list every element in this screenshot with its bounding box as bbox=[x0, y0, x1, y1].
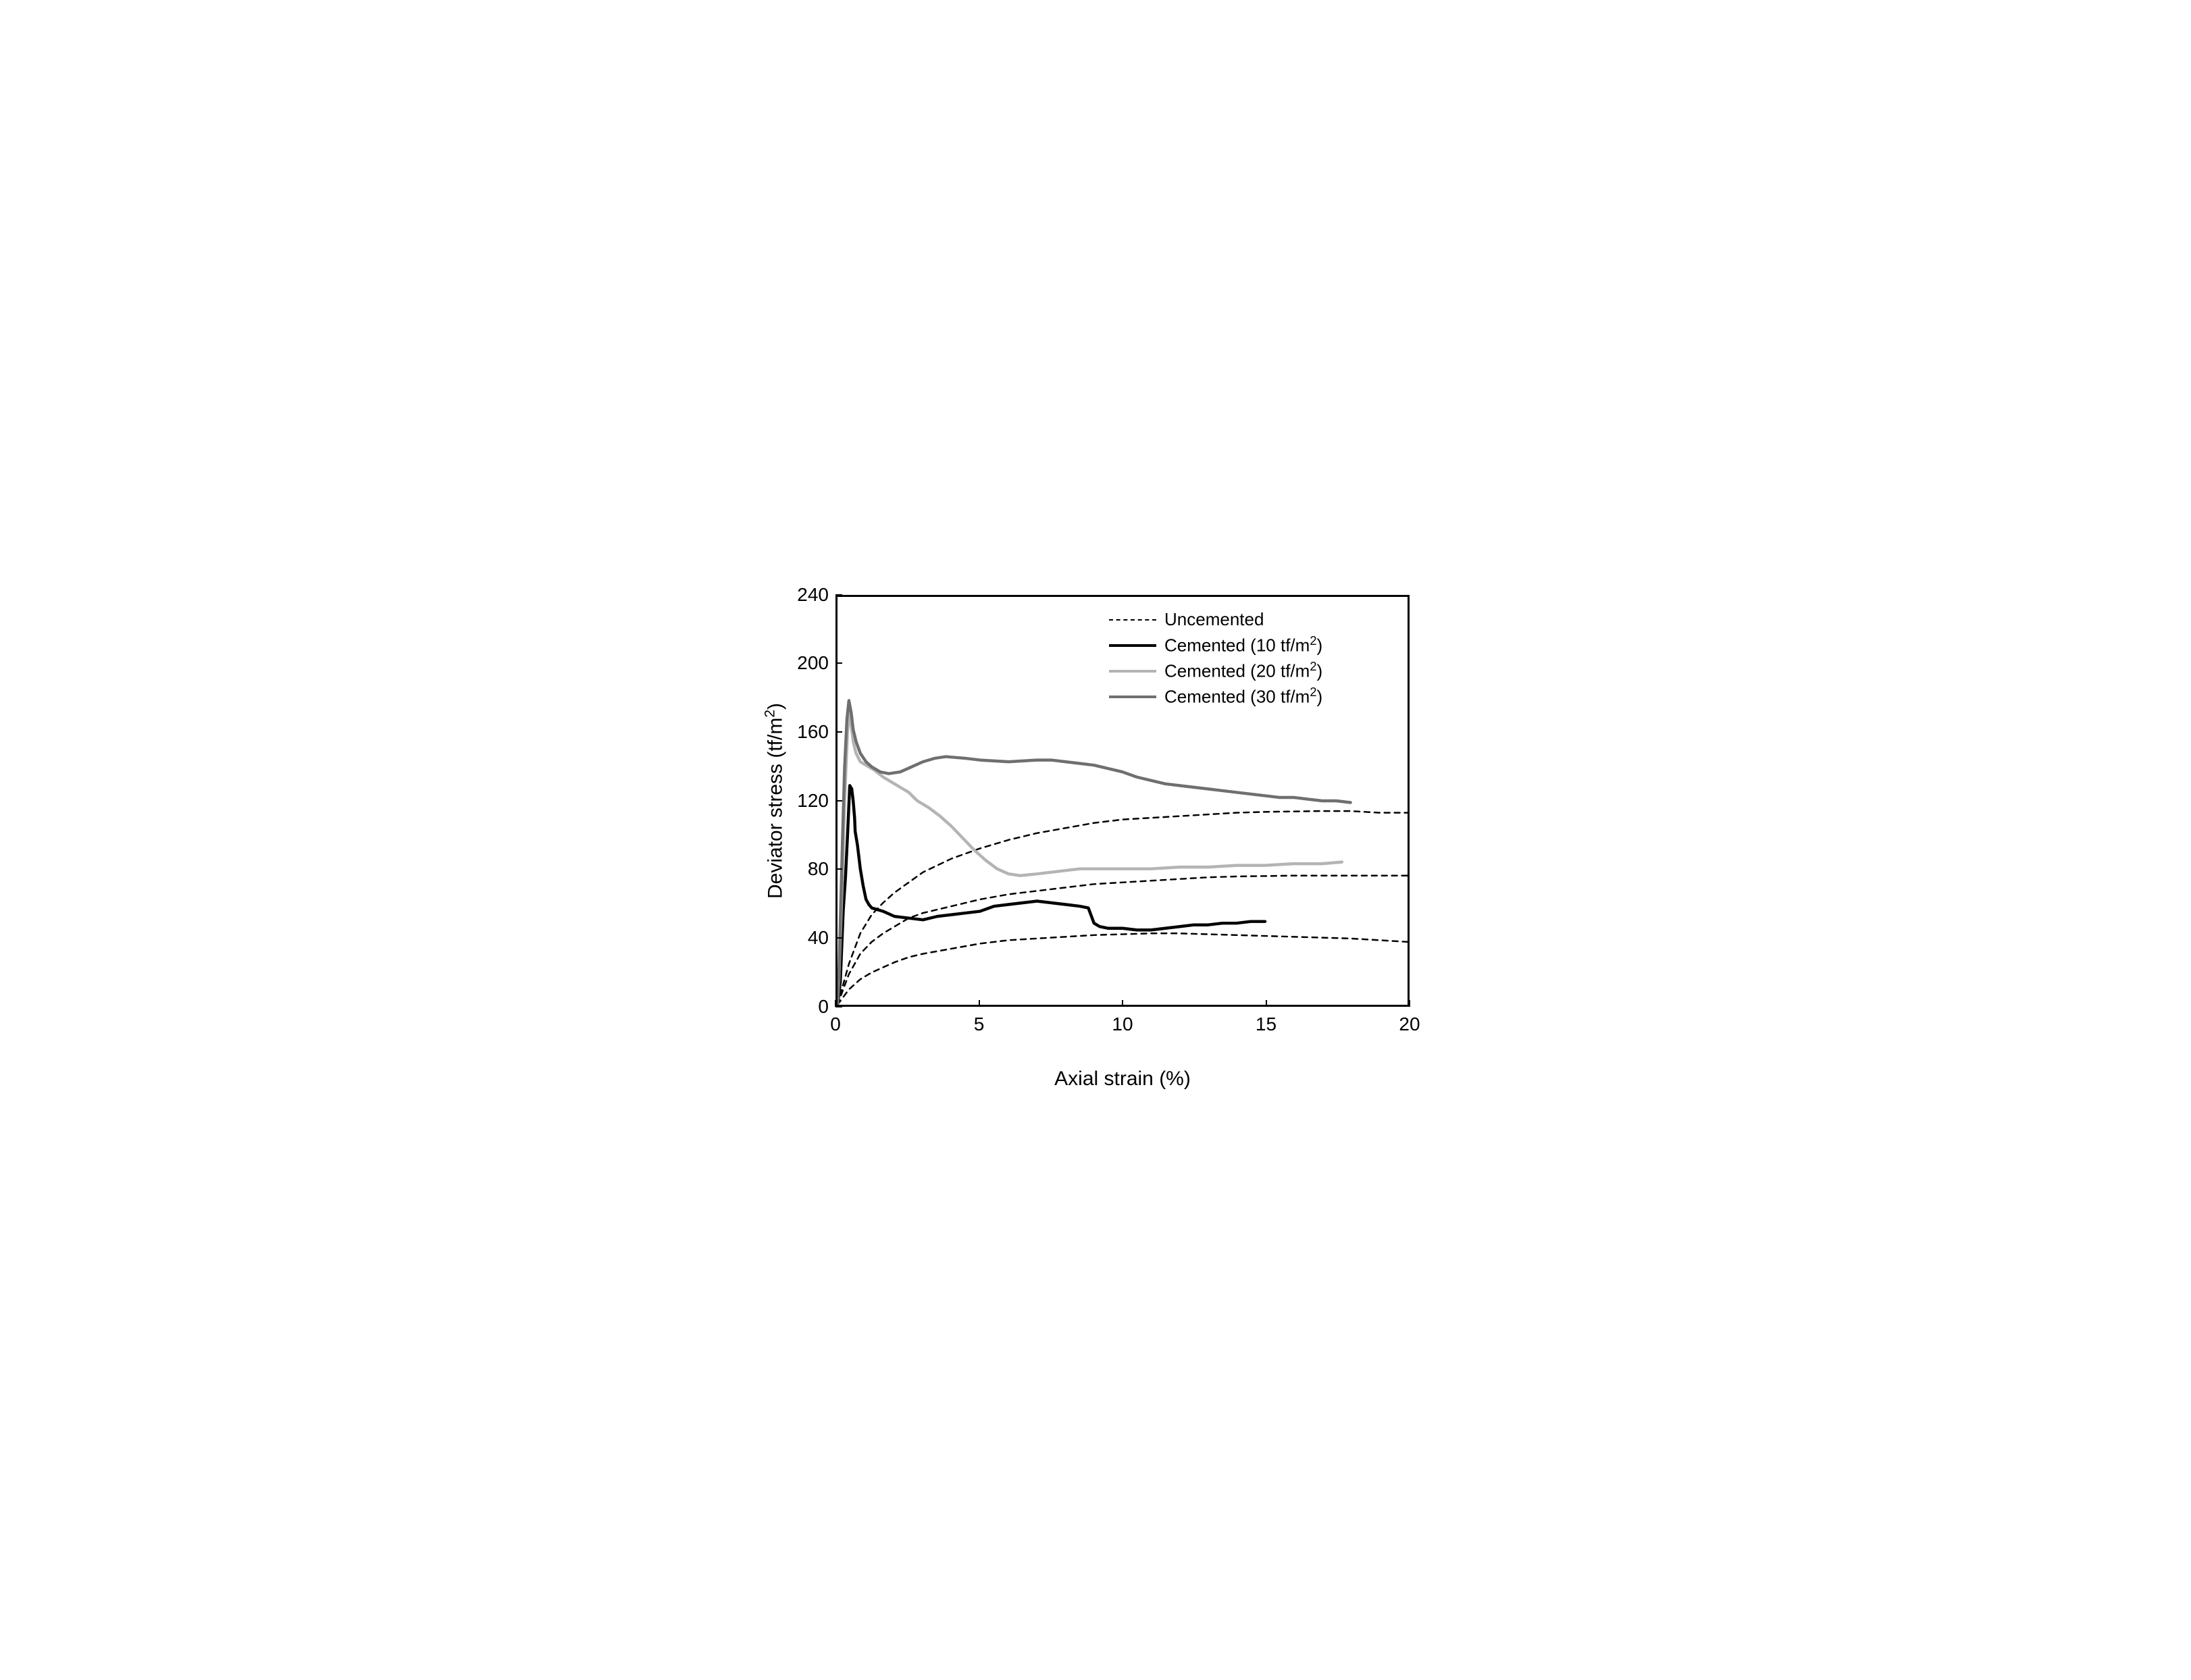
y-tick-mark bbox=[835, 800, 842, 802]
legend-line bbox=[1109, 695, 1156, 698]
x-tick-label: 20 bbox=[1399, 1014, 1420, 1035]
chart-container: 0 40 80 120 160 200 240 0 5 10 15 20 Deviator stre… bbox=[758, 581, 1433, 1099]
legend-item: Cemented (30 tf/m2) bbox=[1109, 685, 1322, 708]
y-tick-mark bbox=[835, 662, 842, 664]
x-tick-mark bbox=[1266, 1000, 1267, 1007]
series-line bbox=[837, 933, 1408, 1005]
y-axis-label-text: Deviator stress (tf/m2) bbox=[765, 702, 787, 898]
series-line bbox=[837, 875, 1408, 1004]
legend-line bbox=[1109, 644, 1156, 647]
x-tick-label: 5 bbox=[974, 1014, 985, 1035]
legend-label: Cemented (20 tf/m2) bbox=[1164, 660, 1322, 682]
legend-label: Cemented (30 tf/m2) bbox=[1164, 685, 1322, 708]
x-tick-label: 15 bbox=[1256, 1014, 1277, 1035]
y-tick-mark bbox=[835, 1006, 842, 1007]
y-tick-label: 160 bbox=[797, 721, 829, 743]
x-tick-label: 10 bbox=[1112, 1014, 1133, 1035]
legend-label: Uncemented bbox=[1164, 609, 1264, 630]
legend-line bbox=[1109, 670, 1156, 673]
x-tick-mark bbox=[1122, 1000, 1123, 1007]
legend-line bbox=[1109, 619, 1156, 621]
y-tick-mark bbox=[835, 731, 842, 733]
x-tick-mark bbox=[835, 1000, 836, 1007]
y-tick-label: 40 bbox=[808, 927, 829, 949]
x-tick-label: 0 bbox=[830, 1014, 841, 1035]
y-tick-mark bbox=[835, 868, 842, 870]
y-axis-label: Deviator stress (tf/m2) bbox=[763, 702, 788, 898]
series-line bbox=[837, 712, 1342, 1005]
y-tick-mark bbox=[835, 594, 842, 596]
y-tick-mark bbox=[835, 937, 842, 939]
x-tick-mark bbox=[979, 1000, 980, 1007]
legend-item: Cemented (20 tf/m2) bbox=[1109, 660, 1322, 683]
legend-item: Cemented (10 tf/m2) bbox=[1109, 634, 1322, 657]
y-tick-label: 120 bbox=[797, 790, 829, 812]
series-line bbox=[837, 811, 1408, 1005]
legend-label: Cemented (10 tf/m2) bbox=[1164, 634, 1322, 656]
series-line bbox=[837, 700, 1351, 1004]
legend-item: Uncemented bbox=[1109, 608, 1322, 631]
x-axis-label: Axial strain (%) bbox=[1054, 1068, 1191, 1091]
y-tick-label: 80 bbox=[808, 858, 829, 880]
series-line bbox=[837, 785, 1265, 1005]
y-tick-label: 240 bbox=[797, 584, 829, 606]
y-tick-label: 0 bbox=[818, 996, 829, 1018]
y-tick-label: 200 bbox=[797, 652, 829, 674]
legend: Uncemented Cemented (10 tf/m2) Cemented (2… bbox=[1109, 608, 1322, 711]
x-tick-mark bbox=[1409, 1000, 1410, 1007]
